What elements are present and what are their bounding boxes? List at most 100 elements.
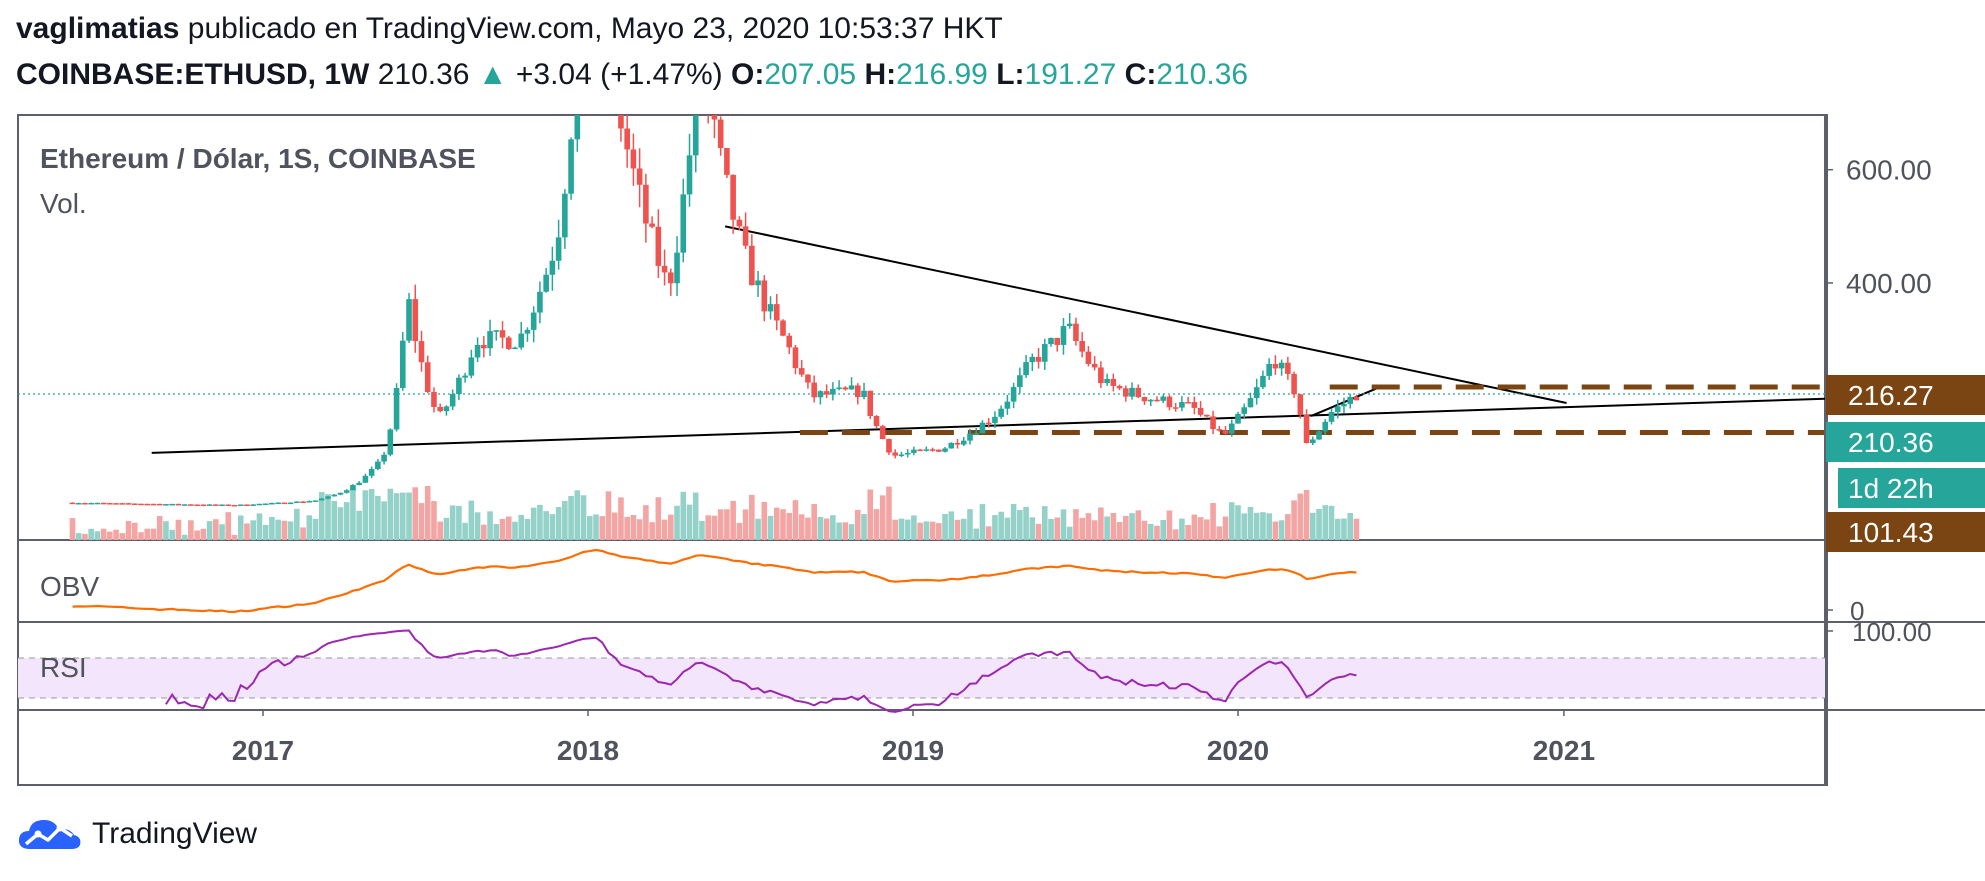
- candle-body: [730, 174, 736, 220]
- x-tick-label: 2017: [232, 735, 294, 766]
- candle-body: [1135, 387, 1142, 398]
- candle-body: [1260, 375, 1266, 388]
- candle-body: [244, 504, 250, 507]
- volume-bar: [917, 522, 923, 540]
- candle-body: [505, 337, 512, 350]
- volume-bar: [424, 486, 431, 540]
- candle-body: [1204, 414, 1210, 417]
- support-price-badge: 101.43: [1848, 517, 1934, 548]
- volume-bar: [948, 511, 955, 540]
- volume-bar: [194, 530, 200, 540]
- volume-bar: [306, 515, 313, 540]
- candle-body: [680, 194, 687, 253]
- volume-bar: [418, 503, 425, 540]
- open-label: O:: [731, 58, 765, 91]
- candle-body: [418, 341, 425, 363]
- candle-body: [1066, 323, 1073, 327]
- volume-bar: [586, 515, 593, 540]
- volume-bar: [580, 495, 587, 540]
- candle-body: [1285, 362, 1291, 374]
- volume-bar: [661, 519, 668, 540]
- volume-bar: [599, 516, 606, 540]
- candle-body: [898, 454, 905, 456]
- candle-body: [1353, 396, 1360, 401]
- volume-bar: [811, 503, 817, 540]
- candle-body: [942, 448, 948, 452]
- volume-bar: [867, 489, 874, 540]
- candle-body: [88, 502, 94, 505]
- volume-bar: [717, 509, 724, 540]
- volume-bar: [736, 522, 743, 540]
- volume-bar: [898, 518, 905, 540]
- volume-bar: [624, 516, 630, 540]
- volume-bar: [337, 507, 344, 540]
- volume-bar: [69, 518, 76, 540]
- up-triangle-icon: ▲: [477, 58, 508, 91]
- volume-bar: [1135, 510, 1142, 540]
- candle-body: [362, 475, 369, 483]
- candle-body: [1253, 387, 1260, 399]
- candle-body: [468, 357, 475, 376]
- high-value: 216.99: [896, 58, 988, 91]
- obv-tick-label: 0: [1850, 596, 1864, 626]
- volume-bar: [1235, 505, 1241, 540]
- candle-body: [1322, 421, 1329, 432]
- candle-body: [1328, 411, 1335, 422]
- candle-body: [1334, 406, 1341, 412]
- candle-body: [655, 226, 662, 266]
- candle-body: [1179, 402, 1185, 408]
- candle-body: [518, 333, 525, 348]
- volume-bar: [842, 522, 849, 540]
- volume-bar: [1185, 524, 1191, 540]
- candle-body: [1110, 378, 1117, 386]
- candle-body: [612, 14, 618, 57]
- volume-bar: [643, 505, 649, 540]
- candle-body: [424, 362, 431, 392]
- candle-body: [131, 503, 138, 505]
- candle-body: [755, 280, 761, 286]
- volume-bar: [773, 507, 780, 540]
- tradingview-brand[interactable]: TradingView: [16, 812, 257, 856]
- volume-bar: [375, 495, 381, 540]
- candle-body: [1347, 396, 1353, 404]
- candle-body: [1147, 399, 1154, 402]
- candle-body: [100, 502, 107, 505]
- volume-bar: [213, 519, 219, 540]
- candle-body: [1054, 337, 1061, 345]
- volume-bar: [755, 518, 761, 540]
- volume-bar: [499, 519, 506, 540]
- volume-bar: [200, 528, 207, 540]
- candle-body: [393, 388, 400, 430]
- candle-body: [861, 390, 867, 398]
- volume-bar: [524, 518, 531, 540]
- x-tick-label: 2019: [882, 735, 944, 766]
- volume-bar: [574, 490, 581, 540]
- volume-bar: [674, 505, 680, 540]
- volume-bar: [1260, 512, 1266, 540]
- candle-body: [537, 291, 543, 313]
- price-chart[interactable]: Ethereum / Dólar, 1S, COINBASE Vol. OBV RSI…: [0, 0, 1985, 800]
- author-name[interactable]: vaglimatias: [16, 12, 180, 45]
- volume-bar: [237, 515, 244, 540]
- symbol-name[interactable]: COINBASE:ETHUSD, 1W: [16, 58, 370, 91]
- candle-body: [300, 501, 306, 504]
- candle-body: [206, 504, 213, 506]
- volume-bar: [655, 497, 662, 540]
- volume-bar: [1141, 520, 1148, 540]
- candle-body: [219, 504, 225, 507]
- candle-body: [848, 385, 855, 390]
- volume-bar: [936, 523, 942, 540]
- candle-body: [817, 391, 824, 398]
- candle-body: [948, 442, 955, 449]
- candle-body: [306, 501, 313, 503]
- volume-bar: [431, 501, 437, 540]
- volume-bar: [692, 492, 699, 540]
- volume-bar: [1179, 518, 1185, 540]
- candle-body: [967, 433, 973, 441]
- candle-body: [269, 502, 275, 505]
- volume-bar: [119, 533, 126, 540]
- volume-bar: [94, 531, 101, 540]
- candle-body: [318, 498, 325, 501]
- volume-bar: [125, 520, 132, 540]
- candle-body: [854, 385, 861, 398]
